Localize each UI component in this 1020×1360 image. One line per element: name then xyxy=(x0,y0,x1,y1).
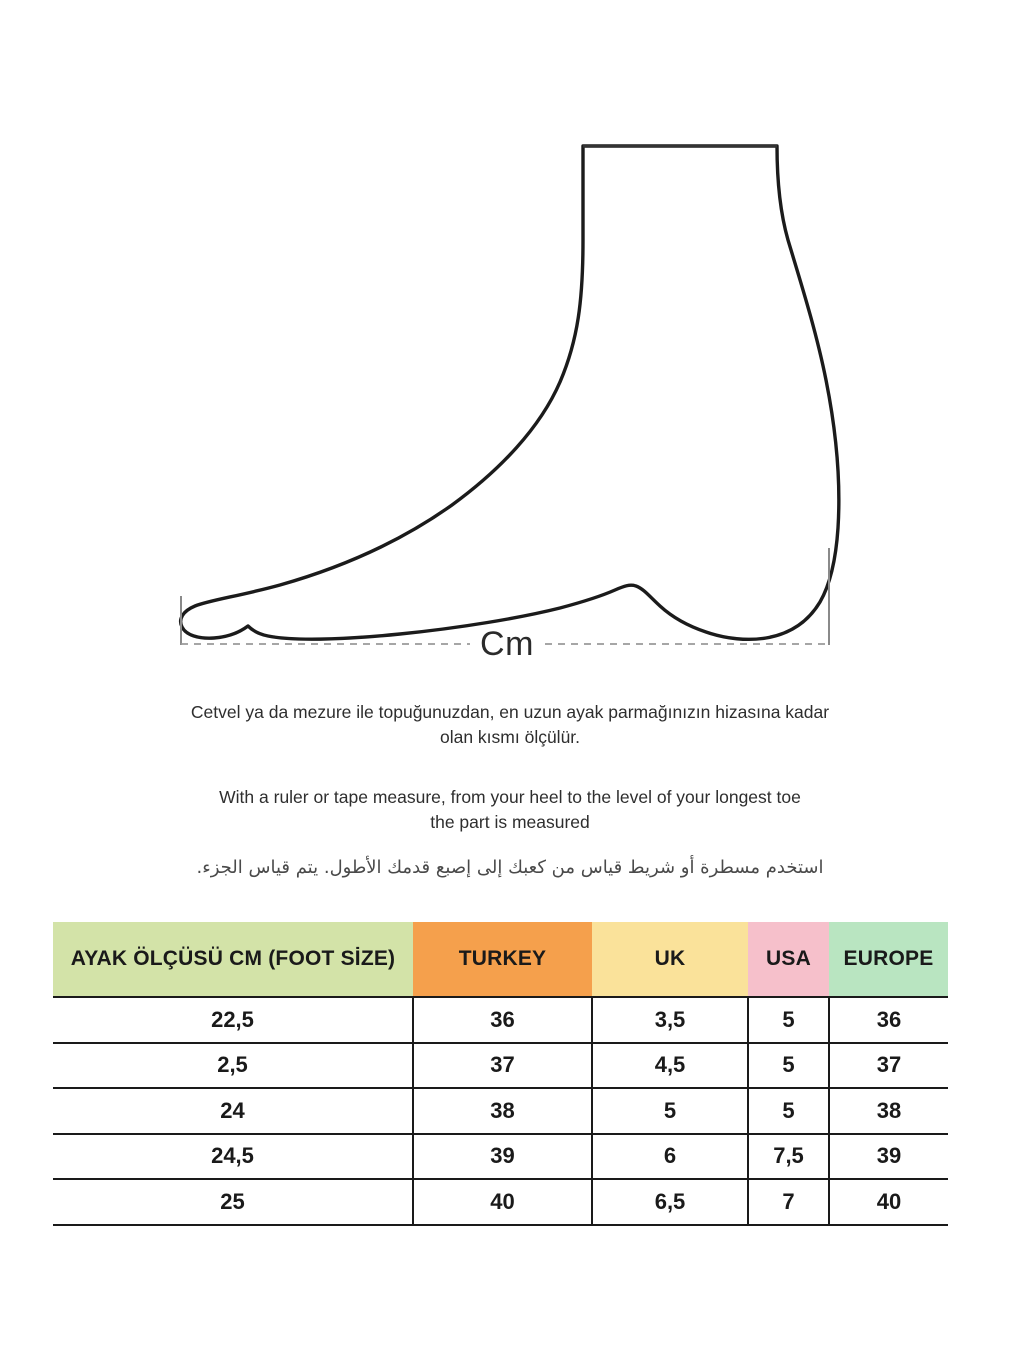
instruction-english-line-2: the part is measured xyxy=(430,812,590,832)
instruction-english: With a ruler or tape measure, from your … xyxy=(0,785,1020,835)
cell-foot-size: 24 xyxy=(53,1087,414,1135)
foot-outline-shape xyxy=(178,144,841,642)
column-header-europe: EUROPE xyxy=(829,922,948,998)
cell-turkey: 37 xyxy=(412,1041,593,1089)
column-header-foot-size: AYAK ÖLÇÜSÜ CM (FOOT SİZE) xyxy=(53,922,413,998)
cell-turkey: 39 xyxy=(412,1132,593,1180)
instruction-turkish-line-2: olan kısmı ölçülür. xyxy=(439,727,581,747)
cell-turkey: 40 xyxy=(412,1178,593,1226)
cell-foot-size: 25 xyxy=(53,1178,414,1226)
cell-europe: 37 xyxy=(828,1041,948,1089)
column-header-turkey: TURKEY xyxy=(413,922,592,998)
cell-europe: 40 xyxy=(828,1178,948,1226)
cell-turkey: 38 xyxy=(412,1087,593,1135)
instruction-arabic-line-1: استخدم مسطرة أو شريط قياس من كعبك إلى إص… xyxy=(196,857,824,878)
shoe-size-conversion-table: AYAK ÖLÇÜSÜ CM (FOOT SİZE) TURKEY UK USA… xyxy=(53,922,948,1226)
table-header-row: AYAK ÖLÇÜSÜ CM (FOOT SİZE) TURKEY UK USA… xyxy=(53,922,948,998)
cell-foot-size: 2,5 xyxy=(53,1041,414,1089)
instruction-arabic: استخدم مسطرة أو شريط قياس من كعبك إلى إص… xyxy=(0,855,1020,880)
table-row: 22,5 36 3,5 5 36 xyxy=(53,996,948,1044)
table-row: 2,5 37 4,5 5 37 xyxy=(53,1041,948,1089)
cell-uk: 6,5 xyxy=(591,1178,749,1226)
instruction-turkish-line-1: Cetvel ya da mezure ile topuğunuzdan, en… xyxy=(190,702,830,722)
cm-measure-label: Cm xyxy=(480,625,534,663)
cell-usa: 5 xyxy=(747,996,830,1044)
table-row: 24 38 5 5 38 xyxy=(53,1087,948,1135)
cell-uk: 5 xyxy=(591,1087,749,1135)
foot-measurement-diagram: Cm xyxy=(178,144,841,663)
cell-uk: 3,5 xyxy=(591,996,749,1044)
cell-turkey: 36 xyxy=(412,996,593,1044)
cell-usa: 5 xyxy=(747,1087,830,1135)
column-header-uk: UK xyxy=(592,922,748,998)
column-header-usa: USA xyxy=(748,922,829,998)
cell-usa: 7,5 xyxy=(747,1132,830,1180)
table-row: 25 40 6,5 7 40 xyxy=(53,1178,948,1226)
cell-europe: 36 xyxy=(828,996,948,1044)
cell-uk: 6 xyxy=(591,1132,749,1180)
cell-europe: 38 xyxy=(828,1087,948,1135)
cell-usa: 5 xyxy=(747,1041,830,1089)
instruction-turkish: Cetvel ya da mezure ile topuğunuzdan, en… xyxy=(0,700,1020,750)
cell-foot-size: 22,5 xyxy=(53,996,414,1044)
cell-foot-size: 24,5 xyxy=(53,1132,414,1180)
cell-europe: 39 xyxy=(828,1132,948,1180)
instruction-english-line-1: With a ruler or tape measure, from your … xyxy=(219,787,801,807)
table-row: 24,5 39 6 7,5 39 xyxy=(53,1132,948,1180)
cell-usa: 7 xyxy=(747,1178,830,1226)
cell-uk: 4,5 xyxy=(591,1041,749,1089)
table-body: 22,5 36 3,5 5 36 2,5 37 4,5 5 37 24 38 5… xyxy=(53,996,948,1226)
